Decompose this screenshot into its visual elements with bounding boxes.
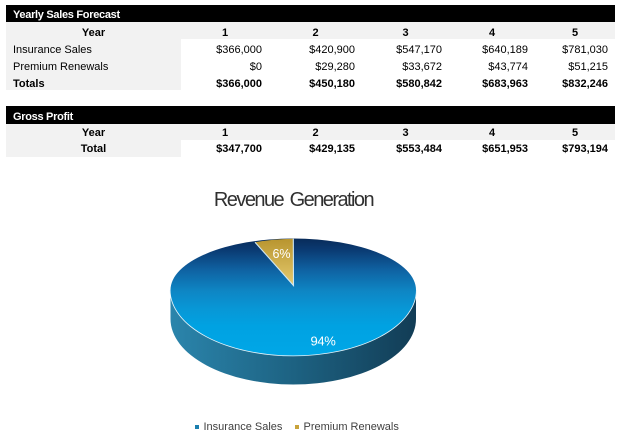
- svg-text:6%: 6%: [272, 247, 290, 261]
- svg-text:94%: 94%: [310, 334, 336, 349]
